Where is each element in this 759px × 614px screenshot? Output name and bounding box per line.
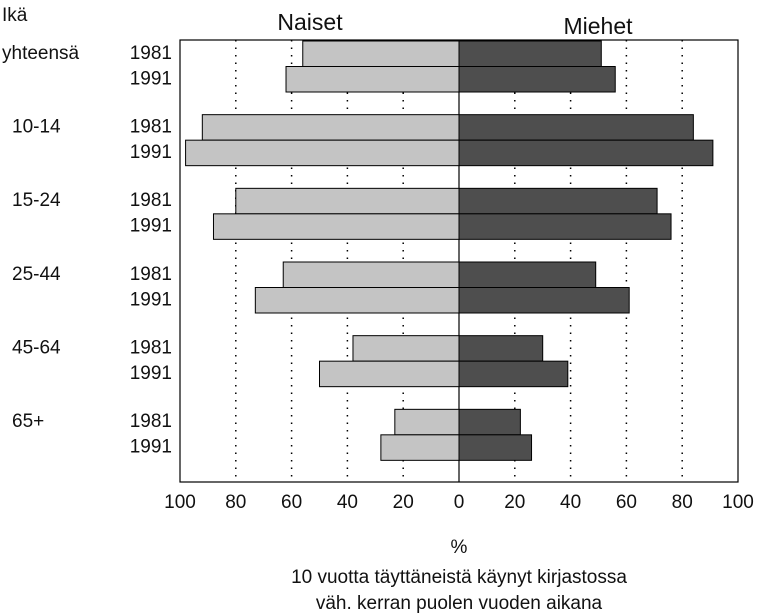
x-tick-label: 60 (281, 492, 302, 513)
bar (458, 66, 616, 93)
x-tick-label: 20 (393, 492, 414, 513)
age-label: 45-64 (12, 337, 61, 358)
age-label: 25-44 (12, 264, 61, 285)
bar (282, 261, 460, 288)
x-tick-label: 80 (672, 492, 693, 513)
year-label: 1991 (130, 216, 172, 237)
year-label: 1981 (130, 116, 172, 137)
year-label: 1991 (130, 68, 172, 89)
year-label: 1981 (130, 43, 172, 64)
x-tick-label: 40 (337, 492, 358, 513)
bar (458, 139, 714, 167)
age-heading: Ikä (2, 5, 28, 26)
bar (458, 187, 658, 215)
bar (352, 335, 460, 362)
x-tick-label: 60 (616, 492, 637, 513)
bar (458, 360, 569, 388)
bar (458, 434, 533, 461)
x-tick-label: 40 (560, 492, 581, 513)
right-title: Miehet (563, 13, 633, 39)
age-label: yhteensä (2, 43, 80, 64)
age-label: 10-14 (12, 116, 61, 137)
bar (185, 139, 460, 167)
x-tick-label: 20 (504, 492, 525, 513)
note-line: väh. kerran puolen vuoden aikana (316, 593, 603, 614)
x-tick-label: 100 (722, 492, 754, 513)
year-label: 1991 (130, 437, 172, 458)
year-label: 1991 (130, 363, 172, 384)
bar (458, 213, 672, 240)
bar (302, 40, 460, 67)
bar (254, 287, 460, 314)
year-label: 1981 (130, 190, 172, 211)
age-label: 65+ (12, 411, 44, 432)
year-label: 1991 (130, 289, 172, 310)
year-label: 1981 (130, 264, 172, 285)
bar (458, 40, 602, 67)
plot-frame (179, 39, 739, 483)
bar (380, 434, 460, 461)
bar (201, 114, 460, 141)
x-tick-label: 0 (454, 492, 465, 513)
bar (285, 66, 460, 93)
note-line: 10 vuotta täyttäneistä käynyt kirjastoss… (291, 567, 627, 588)
year-label: 1981 (130, 337, 172, 358)
x-tick-label: 100 (164, 492, 196, 513)
age-label: 15-24 (12, 190, 61, 211)
bar (458, 114, 694, 141)
bar (458, 287, 630, 314)
bar (235, 187, 460, 215)
bar (319, 360, 460, 388)
bar (458, 261, 597, 288)
bar (394, 408, 460, 436)
x-tick-label: 80 (225, 492, 246, 513)
bar (458, 335, 544, 362)
x-axis-label: % (451, 537, 468, 558)
bar (212, 213, 460, 240)
year-label: 1981 (130, 411, 172, 432)
bar (458, 408, 521, 436)
left-title: Naiset (277, 9, 343, 35)
year-label: 1991 (130, 142, 172, 163)
